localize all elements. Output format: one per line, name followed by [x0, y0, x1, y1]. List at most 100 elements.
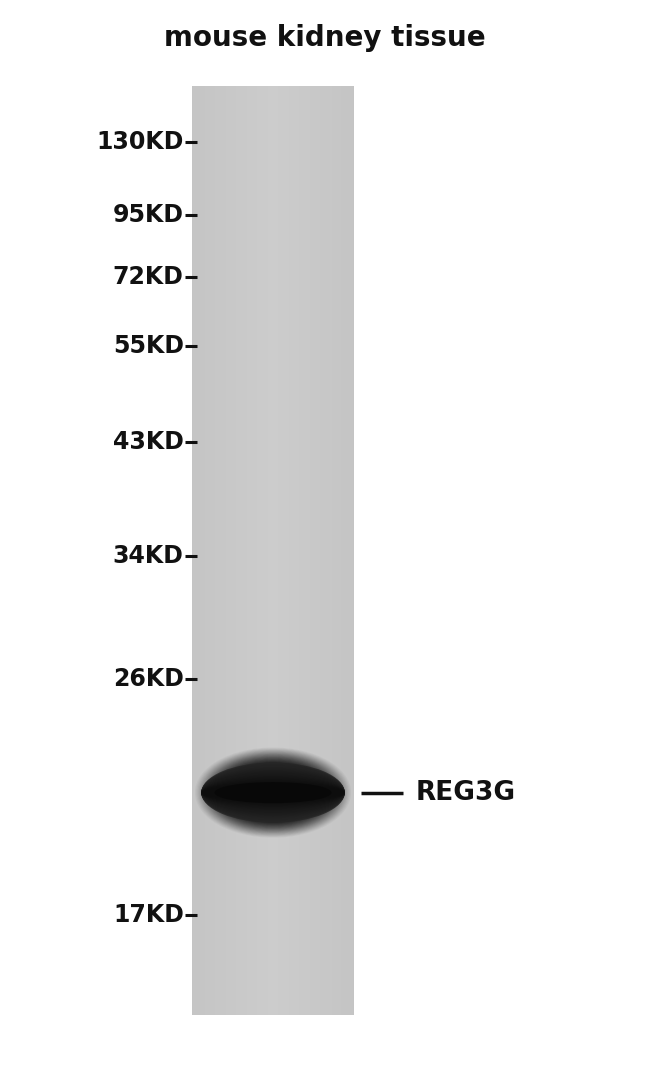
- Bar: [339, 86, 341, 1015]
- Bar: [276, 86, 278, 1015]
- Bar: [218, 86, 220, 1015]
- Bar: [255, 86, 257, 1015]
- Bar: [247, 86, 249, 1015]
- Bar: [192, 86, 194, 1015]
- Bar: [273, 86, 275, 1015]
- Bar: [209, 86, 211, 1015]
- Ellipse shape: [202, 764, 344, 822]
- Bar: [266, 86, 268, 1015]
- Bar: [252, 86, 254, 1015]
- Bar: [211, 86, 213, 1015]
- Bar: [203, 86, 205, 1015]
- Bar: [275, 86, 276, 1015]
- Bar: [222, 86, 224, 1015]
- Bar: [309, 86, 311, 1015]
- Bar: [318, 86, 320, 1015]
- Text: mouse kidney tissue: mouse kidney tissue: [164, 24, 486, 52]
- Ellipse shape: [195, 748, 351, 838]
- Ellipse shape: [209, 756, 337, 829]
- Bar: [332, 86, 333, 1015]
- Bar: [328, 86, 330, 1015]
- Ellipse shape: [202, 766, 344, 819]
- Ellipse shape: [202, 778, 344, 808]
- Bar: [207, 86, 208, 1015]
- Text: 95KD: 95KD: [112, 203, 184, 227]
- Ellipse shape: [202, 767, 344, 818]
- Text: 130KD: 130KD: [96, 130, 184, 154]
- Ellipse shape: [202, 784, 344, 801]
- Bar: [322, 86, 324, 1015]
- Ellipse shape: [202, 782, 344, 803]
- Bar: [220, 86, 221, 1015]
- Bar: [263, 86, 265, 1015]
- Bar: [296, 86, 298, 1015]
- Ellipse shape: [217, 761, 329, 824]
- Bar: [208, 86, 210, 1015]
- Bar: [250, 86, 252, 1015]
- Ellipse shape: [202, 769, 344, 816]
- Bar: [287, 86, 289, 1015]
- Bar: [292, 86, 294, 1015]
- Bar: [341, 86, 343, 1015]
- Bar: [200, 86, 202, 1015]
- Ellipse shape: [213, 759, 333, 826]
- Bar: [299, 86, 301, 1015]
- Bar: [285, 86, 286, 1015]
- Ellipse shape: [202, 752, 344, 833]
- Bar: [306, 86, 307, 1015]
- Bar: [244, 86, 246, 1015]
- Bar: [343, 86, 344, 1015]
- Bar: [291, 86, 292, 1015]
- Ellipse shape: [205, 754, 341, 831]
- Ellipse shape: [206, 755, 340, 830]
- Bar: [344, 86, 346, 1015]
- Bar: [221, 86, 223, 1015]
- Ellipse shape: [202, 774, 344, 811]
- Bar: [195, 86, 197, 1015]
- Ellipse shape: [200, 751, 346, 834]
- Ellipse shape: [202, 763, 344, 823]
- Bar: [351, 86, 353, 1015]
- Bar: [242, 86, 244, 1015]
- Text: 72KD: 72KD: [113, 265, 184, 289]
- Bar: [301, 86, 302, 1015]
- Bar: [233, 86, 234, 1015]
- Bar: [335, 86, 337, 1015]
- Bar: [265, 86, 266, 1015]
- Bar: [229, 86, 231, 1015]
- Bar: [337, 86, 338, 1015]
- Bar: [325, 86, 327, 1015]
- Bar: [202, 86, 203, 1015]
- Bar: [268, 86, 270, 1015]
- Bar: [348, 86, 350, 1015]
- Bar: [346, 86, 348, 1015]
- Ellipse shape: [214, 782, 332, 803]
- Bar: [289, 86, 291, 1015]
- Text: 17KD: 17KD: [113, 903, 184, 927]
- Ellipse shape: [216, 761, 330, 824]
- Bar: [350, 86, 351, 1015]
- Bar: [314, 86, 315, 1015]
- Bar: [286, 86, 288, 1015]
- Bar: [246, 86, 247, 1015]
- Bar: [261, 86, 263, 1015]
- Text: 34KD: 34KD: [113, 545, 184, 568]
- Ellipse shape: [201, 752, 345, 833]
- Ellipse shape: [196, 749, 350, 837]
- Bar: [213, 86, 215, 1015]
- Bar: [312, 86, 314, 1015]
- Bar: [280, 86, 281, 1015]
- Bar: [320, 86, 322, 1015]
- Bar: [338, 86, 340, 1015]
- Ellipse shape: [213, 758, 333, 827]
- Bar: [194, 86, 195, 1015]
- Bar: [205, 86, 207, 1015]
- Bar: [327, 86, 328, 1015]
- Text: 26KD: 26KD: [113, 667, 184, 691]
- Ellipse shape: [214, 760, 332, 825]
- Text: 43KD: 43KD: [113, 431, 184, 454]
- Ellipse shape: [218, 763, 328, 823]
- Bar: [283, 86, 285, 1015]
- Bar: [304, 86, 306, 1015]
- Bar: [248, 86, 250, 1015]
